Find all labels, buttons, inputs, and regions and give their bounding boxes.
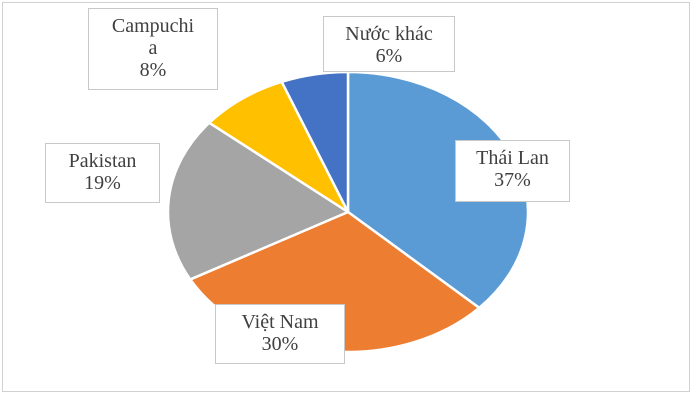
pie-slice bbox=[279, 70, 350, 213]
label-name: Việt Nam bbox=[241, 311, 319, 333]
label-value: 19% bbox=[84, 172, 121, 194]
data-label: Campuchia 8% bbox=[88, 8, 218, 90]
pie-slice bbox=[207, 80, 352, 216]
label-name: Nước khác bbox=[345, 23, 433, 45]
pie-slice bbox=[166, 121, 351, 281]
data-label: Việt Nam 30% bbox=[215, 304, 345, 364]
data-label: Nước khác 6% bbox=[323, 16, 455, 72]
label-name: Thái Lan bbox=[476, 147, 549, 169]
label-name: Campuchia bbox=[111, 15, 195, 59]
label-value: 6% bbox=[375, 45, 403, 67]
label-value: 30% bbox=[261, 333, 299, 355]
label-name: Pakistan bbox=[68, 150, 137, 172]
chart-frame bbox=[2, 2, 690, 392]
label-value: 37% bbox=[494, 169, 531, 191]
label-value: 8% bbox=[139, 59, 167, 81]
data-label: Pakistan 19% bbox=[45, 143, 160, 203]
data-label: Thái Lan 37% bbox=[455, 140, 570, 202]
